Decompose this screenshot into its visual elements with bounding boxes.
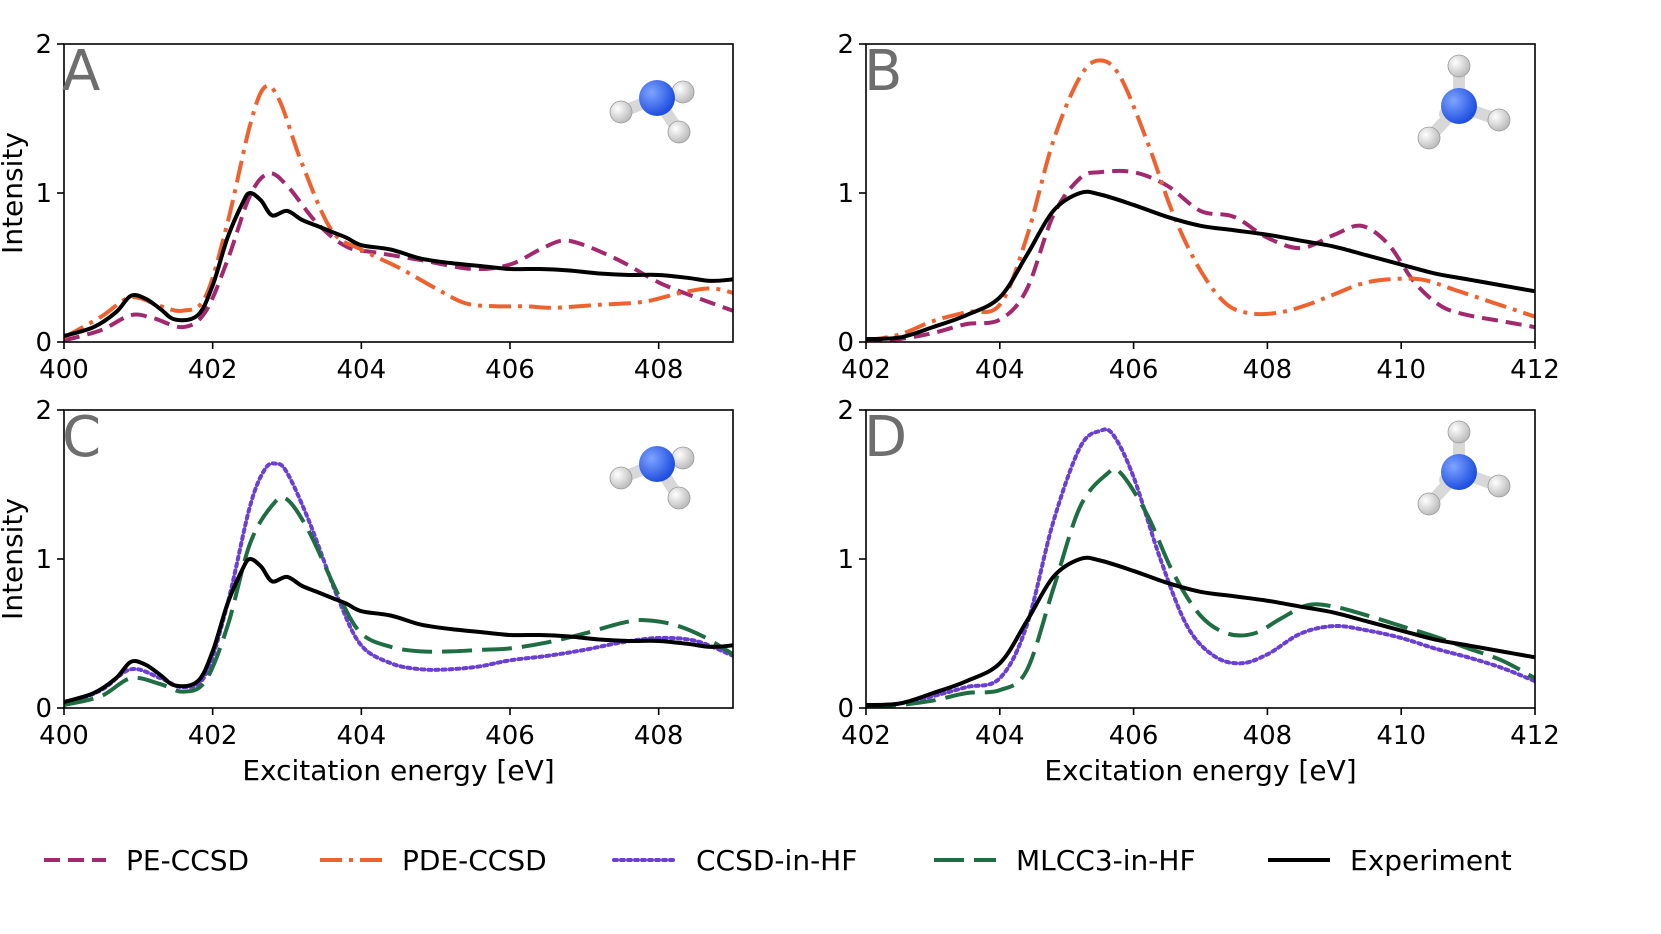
series-experiment-B bbox=[866, 189, 1535, 342]
panel-letter-C: C bbox=[62, 405, 101, 470]
y-tick-label-C: 1 bbox=[35, 545, 52, 575]
panel-B: 402 404 406 408 410 412 0 1 2 B bbox=[837, 30, 1559, 385]
legend-item-pe-ccsd: PE-CCSD bbox=[44, 844, 249, 877]
legend-label: CCSD-in-HF bbox=[696, 844, 857, 877]
series-pde-ccsd-B bbox=[866, 58, 1535, 342]
legend-label: PE-CCSD bbox=[126, 844, 249, 877]
plot-frame-A bbox=[63, 43, 734, 343]
series-pde-ccsd-A bbox=[64, 83, 733, 340]
y-axis-label-C: Intensity bbox=[0, 498, 29, 620]
series-mlcc3-in-hf-C bbox=[64, 495, 733, 707]
y-tick-label-B: 2 bbox=[837, 30, 854, 60]
x-tick-label-C: 406 bbox=[485, 721, 535, 751]
ammonia-molecule-icon bbox=[609, 80, 695, 144]
series-mlcc3-in-hf-D bbox=[866, 466, 1535, 708]
x-tick-label-D: 402 bbox=[841, 721, 891, 751]
y-tick-label-A: 1 bbox=[35, 179, 52, 209]
nitrogen-atom bbox=[639, 80, 675, 116]
legend-label: Experiment bbox=[1350, 844, 1512, 877]
x-tick-label-A: 408 bbox=[634, 355, 684, 385]
series-experiment-C bbox=[64, 556, 733, 704]
legend-label: MLCC3-in-HF bbox=[1016, 844, 1196, 877]
x-axis-label-D: Excitation energy [eV] bbox=[1044, 754, 1356, 787]
x-tick-label-A: 404 bbox=[337, 355, 387, 385]
x-tick-label-D: 404 bbox=[975, 721, 1025, 751]
x-tick-label-C: 408 bbox=[634, 721, 684, 751]
x-tick-label-D: 412 bbox=[1510, 721, 1560, 751]
ammonia-molecule-icon bbox=[609, 446, 695, 510]
series-experiment-D bbox=[866, 555, 1535, 708]
x-tick-label-C: 402 bbox=[188, 721, 238, 751]
ammonium-molecule-icon bbox=[1417, 54, 1511, 150]
x-tick-label-D: 410 bbox=[1376, 721, 1426, 751]
plot-frame-C bbox=[63, 409, 734, 709]
y-tick-label-D: 2 bbox=[837, 396, 854, 426]
x-tick-label-B: 410 bbox=[1376, 355, 1426, 385]
y-tick-label-D: 1 bbox=[837, 545, 854, 575]
x-tick-label-B: 402 bbox=[841, 355, 891, 385]
series-pe-ccsd-B bbox=[866, 168, 1535, 342]
y-tick-label-C: 2 bbox=[35, 396, 52, 426]
panel-letter-A: A bbox=[62, 39, 100, 104]
nitrogen-atom bbox=[639, 446, 675, 482]
ammonium-molecule-icon bbox=[1417, 420, 1511, 516]
x-tick-label-B: 406 bbox=[1109, 355, 1159, 385]
nitrogen-atom bbox=[1441, 88, 1477, 124]
y-axis-label-A: Intensity bbox=[0, 132, 29, 254]
panel-A: 400 402 404 406 408 0 1 2 Intensity A bbox=[0, 30, 734, 385]
y-tick-label-B: 0 bbox=[837, 328, 854, 358]
x-tick-label-B: 404 bbox=[975, 355, 1025, 385]
x-tick-label-D: 408 bbox=[1243, 721, 1293, 751]
legend-item-pde-ccsd: PDE-CCSD bbox=[320, 844, 547, 877]
legend-item-ccsd-in-hf: CCSD-in-HF bbox=[612, 844, 857, 877]
plot-frame-B bbox=[865, 43, 1536, 343]
legend-label: PDE-CCSD bbox=[402, 844, 547, 877]
x-tick-label-B: 408 bbox=[1243, 355, 1293, 385]
panel-letter-B: B bbox=[864, 39, 902, 104]
legend-item-experiment: Experiment bbox=[1268, 844, 1512, 877]
y-tick-label-A: 2 bbox=[35, 30, 52, 60]
x-tick-label-A: 400 bbox=[39, 355, 89, 385]
panel-C: 400 402 404 406 408 0 1 2 Intensity Excitation en… bbox=[0, 396, 734, 787]
panel-letter-D: D bbox=[864, 405, 907, 470]
series-ccsd-in-hf-C bbox=[64, 461, 733, 708]
y-tick-label-C: 0 bbox=[35, 694, 52, 724]
panel-D: 402 404 406 408 410 412 0 1 2 Excitation energy [… bbox=[837, 396, 1559, 787]
x-tick-label-B: 412 bbox=[1510, 355, 1560, 385]
x-tick-label-A: 402 bbox=[188, 355, 238, 385]
x-tick-label-C: 400 bbox=[39, 721, 89, 751]
series-experiment-A bbox=[64, 190, 733, 338]
series-pe-ccsd-A bbox=[64, 171, 733, 342]
x-tick-label-D: 406 bbox=[1109, 721, 1159, 751]
y-tick-label-B: 1 bbox=[837, 179, 854, 209]
legend-item-mlcc3-in-hf: MLCC3-in-HF bbox=[934, 844, 1196, 877]
nitrogen-atom bbox=[1441, 454, 1477, 490]
y-tick-label-A: 0 bbox=[35, 328, 52, 358]
x-tick-label-C: 404 bbox=[337, 721, 387, 751]
series-ccsd-in-hf-D bbox=[866, 427, 1535, 708]
legend: PE-CCSD PDE-CCSD CCSD-in-HF MLCC3-in-HF Expe… bbox=[44, 844, 1512, 877]
plot-frame-D bbox=[865, 409, 1536, 709]
x-axis-label-C: Excitation energy [eV] bbox=[242, 754, 554, 787]
x-tick-label-A: 406 bbox=[485, 355, 535, 385]
y-tick-label-D: 0 bbox=[837, 694, 854, 724]
